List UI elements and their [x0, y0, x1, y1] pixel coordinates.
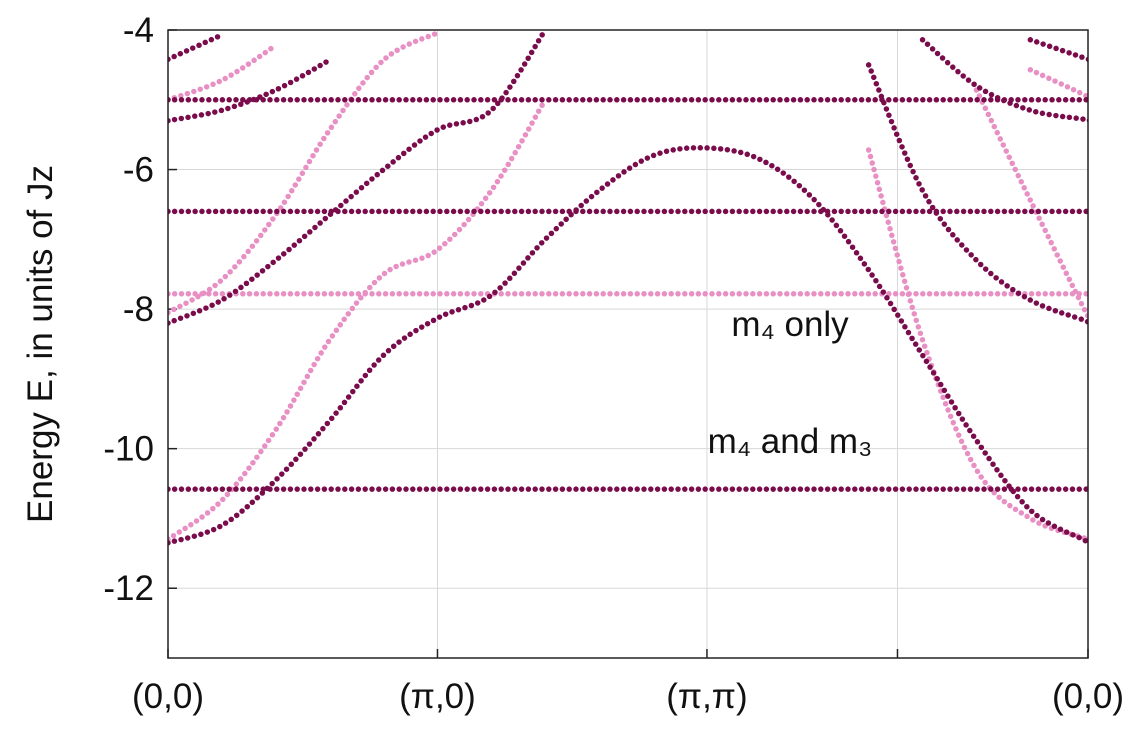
- x-tick-label: (π,π): [666, 677, 747, 716]
- dotted-band: [168, 145, 1088, 546]
- dotted-band: [168, 30, 1088, 321]
- dotted-band: [168, 30, 1088, 326]
- y-tick-label: -10: [103, 430, 154, 469]
- y-tick-label: -6: [123, 151, 154, 190]
- x-tick-label: (0,0): [1052, 677, 1124, 716]
- x-tick-label: (0,0): [132, 677, 204, 716]
- annotation: m₄ only: [731, 305, 849, 344]
- dotted-band: [168, 42, 1088, 103]
- y-tick-label: -8: [123, 290, 154, 329]
- dotted-band: [168, 37, 1088, 124]
- y-tick-label: -4: [123, 11, 154, 50]
- plot-area: [168, 30, 1088, 546]
- grid: [167, 29, 1089, 658]
- y-axis-label: Energy E, in units of Jz: [21, 165, 60, 523]
- annotation: m₄ and m₃: [708, 422, 873, 461]
- x-tick-label: (π,0): [399, 677, 476, 716]
- plot-frame: [167, 29, 1089, 659]
- y-tick-label: -12: [103, 569, 154, 608]
- dotted-band: [168, 32, 1088, 63]
